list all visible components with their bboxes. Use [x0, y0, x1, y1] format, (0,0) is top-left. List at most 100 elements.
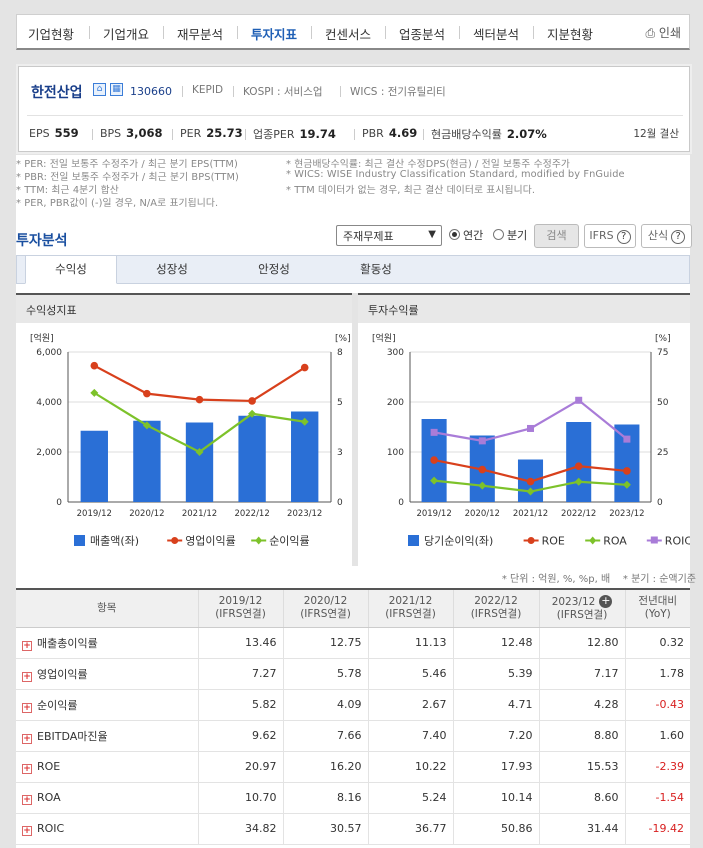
cell-value: 4.71 [453, 689, 540, 721]
tab-company-status[interactable]: 기업현황 [28, 27, 75, 42]
tab-divider [89, 26, 90, 39]
tab-industry-analysis[interactable]: 업종분석 [399, 27, 446, 42]
exchange-id: KEPID [192, 84, 224, 96]
row-label[interactable]: + EBITDA마진율 [16, 720, 199, 752]
cell-value: 34.82 [198, 813, 284, 845]
x-tick-label: 2020/12 [129, 509, 164, 519]
row-label[interactable]: + ROIC [16, 813, 199, 845]
metric-pbr: PBR 4.69 [362, 126, 418, 140]
legend-swatch [408, 535, 419, 546]
tab-investment-indicators[interactable]: 투자지표 [251, 27, 298, 42]
tab-company-overview[interactable]: 기업개요 [103, 27, 150, 42]
expand-icon[interactable]: + [22, 825, 32, 836]
divider-line [27, 115, 683, 116]
y-axis-unit: [억원] [372, 332, 396, 344]
legend-label: ROIC [665, 535, 690, 548]
radio-quarter-label: 분기 [507, 229, 528, 242]
y2-tick-label: 0 [337, 498, 343, 508]
tab-shareholding[interactable]: 지분현황 [547, 27, 594, 42]
y-tick-label: 6,000 [36, 348, 62, 358]
row-label[interactable]: + 순이익률 [16, 689, 199, 721]
cell-value: 5.82 [198, 689, 284, 721]
tab-divider [533, 26, 534, 39]
radio-annual[interactable] [449, 229, 460, 240]
note: * WICS: WISE Industry Classification Sta… [286, 169, 625, 180]
bar [185, 422, 214, 502]
bar [80, 430, 108, 502]
divider [245, 129, 246, 140]
cell-value: 31.44 [539, 813, 626, 845]
printer-icon: ⎙ [645, 26, 656, 40]
tab-divider [385, 26, 386, 39]
legend-label: 매출액(좌) [90, 535, 139, 548]
subtab-stability[interactable]: 안정성 [258, 262, 290, 276]
note: * PBR: 전일 보통주 수정주가 / 최근 분기 BPS(TTM) [16, 172, 239, 183]
subtab-profitability[interactable]: 수익성 [25, 256, 117, 284]
expand-icon[interactable]: + [22, 763, 32, 774]
cell-value: 12.48 [453, 627, 540, 659]
cell-value: 17.93 [453, 751, 540, 783]
bar [291, 411, 319, 502]
y-axis-unit: [억원] [30, 332, 54, 344]
x-tick-label: 2021/12 [182, 509, 217, 519]
print-button[interactable]: ⎙ 인쇄 [645, 24, 681, 41]
expand-icon[interactable]: + [22, 733, 32, 744]
cell-value: 4.09 [283, 689, 369, 721]
home-icon[interactable]: ⌂ [93, 83, 106, 96]
spacer [16, 284, 690, 293]
formula-button[interactable]: 산식? [641, 224, 692, 248]
y2-tick-label: 0 [657, 498, 663, 508]
table-row: + 매출총이익률 13.46 12.75 11.13 12.48 12.80 0.32 [16, 627, 690, 659]
row-label[interactable]: + ROA [16, 782, 199, 814]
y-tick-label: 100 [387, 448, 404, 458]
header-period: 2021/12 (IFRS연결) [368, 590, 454, 628]
building-icon[interactable]: ▦ [110, 83, 123, 96]
search-button[interactable]: 검색 [534, 224, 579, 248]
cell-value: 50.86 [453, 813, 540, 845]
analysis-header: 투자분석 주재무제표 ▼ 연간 분기 검색 IFRS? 산식? [16, 215, 692, 255]
cell-value: 5.39 [453, 658, 540, 690]
legend-label: 당기순이익(좌) [424, 535, 493, 548]
cell-yoy: 1.60 [625, 720, 690, 752]
note: * PER: 전일 보통주 수정주가 / 최근 분기 EPS(TTM) [16, 159, 238, 170]
row-label[interactable]: + 매출총이익률 [16, 627, 199, 659]
table-row: + EBITDA마진율 9.62 7.66 7.40 7.20 8.80 1.60 [16, 720, 690, 752]
cell-value: 4.28 [539, 689, 626, 721]
ifrs-button[interactable]: IFRS? [584, 224, 636, 248]
radio-quarter[interactable] [493, 229, 504, 240]
data-point [195, 395, 204, 404]
x-tick-label: 2022/12 [561, 509, 596, 519]
metric-dividend-yield: 현금배당수익률 2.07% [431, 127, 547, 141]
cell-value: 9.62 [198, 720, 284, 752]
expand-icon[interactable]: + [22, 702, 32, 713]
note: * PER, PBR값이 (-)일 경우, N/A로 표기됩니다. [16, 198, 219, 209]
subtab-growth[interactable]: 성장성 [156, 262, 188, 276]
radio-annual-label: 연간 [463, 229, 484, 242]
data-point [90, 361, 99, 370]
expand-icon[interactable]: + [22, 640, 32, 651]
y-tick-label: 300 [387, 348, 404, 358]
statement-select[interactable]: 주재무제표 ▼ [336, 225, 442, 246]
print-label: 인쇄 [658, 26, 681, 40]
panel-gap [352, 293, 358, 573]
y-tick-label: 0 [56, 498, 62, 508]
expand-icon[interactable]: + [22, 671, 32, 682]
expand-icon[interactable]: + [22, 794, 32, 805]
legend-label: ROE [542, 535, 565, 548]
divider [354, 129, 355, 140]
cell-value: 2.67 [368, 689, 454, 721]
cell-value: 16.20 [283, 751, 369, 783]
row-label[interactable]: + ROE [16, 751, 199, 783]
legend-marker [589, 536, 597, 545]
subtab-activity[interactable]: 활동성 [360, 262, 392, 276]
tab-consensus[interactable]: 컨센서스 [325, 27, 372, 42]
row-label[interactable]: + 영업이익률 [16, 658, 199, 690]
table-header-row: 항목 2019/12 (IFRS연결) 2020/12 (IFRS연결) 2021/… [16, 590, 690, 628]
divider [233, 86, 234, 97]
series-line [433, 398, 628, 442]
section-title: 투자분석 [16, 233, 68, 249]
y2-tick-label: 75 [657, 348, 668, 358]
tab-financial-analysis[interactable]: 재무분석 [177, 27, 224, 42]
add-column-icon[interactable]: + [599, 593, 613, 608]
tab-sector-analysis[interactable]: 섹터분석 [473, 27, 520, 42]
